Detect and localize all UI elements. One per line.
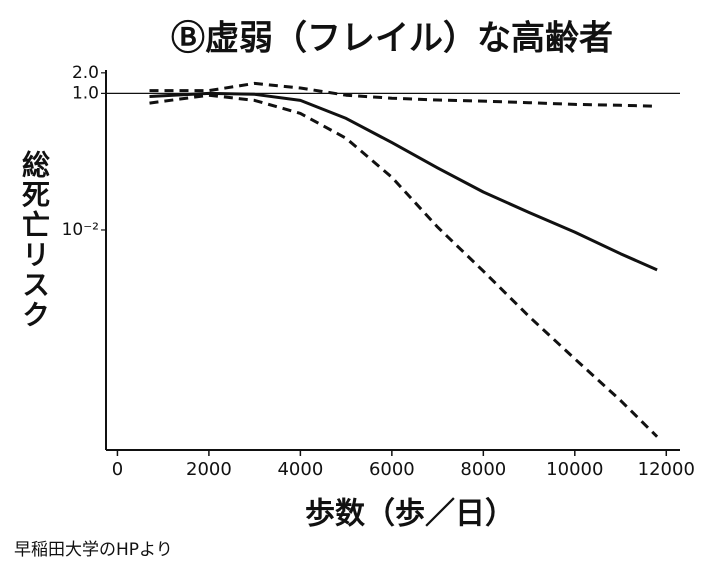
x-tick-label: 8000: [460, 459, 506, 480]
x-tick-label: 4000: [277, 459, 323, 480]
x-tick-label: 6000: [369, 459, 415, 480]
source: 早稲田大学のHPより: [14, 540, 173, 560]
series-line: [149, 81, 658, 108]
x-tick-label: 10000: [546, 459, 603, 480]
y-tick-label: 10⁻²: [62, 220, 99, 240]
x-tick-label: 12000: [638, 459, 695, 480]
series-line: [149, 93, 659, 438]
y-axis-label: 総死亡リスク: [18, 150, 51, 330]
x-tick-label: 2000: [186, 459, 232, 480]
y-tick-label: 1.0: [72, 83, 99, 103]
y-tick-label: 2.0: [72, 63, 99, 83]
x-axis-label: 歩数（歩／日）: [305, 497, 515, 532]
series-line: [149, 91, 658, 272]
x-tick-label: 0: [112, 459, 123, 480]
chart-title: Ⓑ虚弱（フレイル）な高齢者: [171, 19, 613, 59]
